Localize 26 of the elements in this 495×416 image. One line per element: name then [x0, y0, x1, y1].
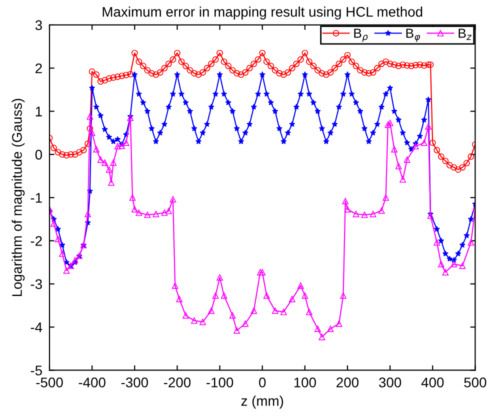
x-tick-label: 500 [464, 378, 486, 388]
x-tick-label: 100 [294, 378, 316, 388]
y-tick-label: -1 [30, 193, 42, 203]
legend-label: B$_{ρ}$ [354, 28, 368, 42]
x-tick-label: -500 [36, 378, 63, 388]
y-tick-label: -2 [30, 236, 42, 246]
x-axis-title: z (mm) [241, 396, 284, 409]
legend-label: B$_{z}$ [458, 28, 472, 40]
y-tick-label: 2 [36, 63, 42, 74]
y-tick-label: 3 [35, 20, 42, 30]
y-tick-label: -5 [30, 366, 42, 376]
x-tick-label: -400 [78, 378, 106, 388]
x-tick-label: 200 [336, 378, 359, 388]
x-tick-label: 400 [421, 378, 444, 388]
y-tick-label: 0 [35, 150, 42, 160]
chart-title: Maximum error in mapping result using HCL method [102, 6, 422, 20]
y-axis-title: Logarithm of magnitude (Gauss) [12, 98, 25, 296]
y-tick-label: -3 [30, 279, 42, 290]
x-tick-label: -300 [121, 378, 148, 388]
y-tick-label: -4 [30, 322, 42, 332]
legend-label: B$_{φ}$ [406, 28, 420, 42]
x-tick-label: 0 [259, 378, 266, 388]
x-tick-label: -100 [206, 378, 234, 388]
x-tick-label: -200 [164, 378, 191, 388]
x-tick-label: 300 [379, 378, 402, 388]
y-tick-label: 1 [36, 106, 42, 116]
